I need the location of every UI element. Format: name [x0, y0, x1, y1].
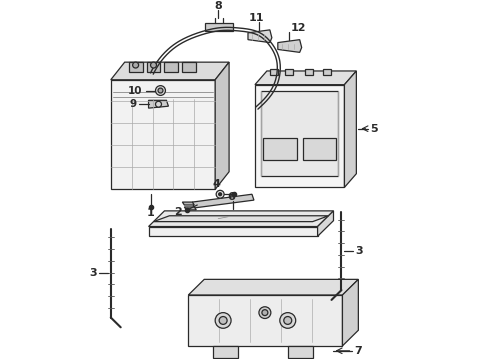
Polygon shape: [148, 226, 318, 236]
Circle shape: [280, 312, 295, 328]
Text: 10: 10: [128, 86, 143, 95]
Text: 6: 6: [227, 192, 235, 202]
Polygon shape: [303, 139, 337, 160]
Circle shape: [219, 193, 221, 196]
Circle shape: [262, 310, 268, 316]
Circle shape: [284, 316, 292, 324]
Text: 1: 1: [147, 208, 154, 218]
Circle shape: [219, 316, 227, 324]
Polygon shape: [305, 69, 313, 75]
Circle shape: [155, 101, 162, 107]
Polygon shape: [288, 346, 313, 357]
Polygon shape: [184, 207, 196, 210]
Polygon shape: [318, 211, 334, 236]
Polygon shape: [111, 80, 215, 189]
Polygon shape: [344, 71, 356, 188]
Circle shape: [215, 312, 231, 328]
Polygon shape: [215, 62, 229, 189]
Polygon shape: [278, 40, 302, 52]
Circle shape: [150, 62, 156, 68]
Polygon shape: [182, 202, 195, 205]
Text: 9: 9: [129, 99, 137, 109]
Polygon shape: [255, 85, 344, 188]
Polygon shape: [182, 62, 196, 72]
Polygon shape: [148, 100, 169, 108]
Polygon shape: [111, 62, 229, 80]
Polygon shape: [186, 212, 198, 215]
Polygon shape: [285, 69, 293, 75]
Polygon shape: [270, 69, 278, 75]
Polygon shape: [148, 211, 334, 226]
Polygon shape: [205, 23, 233, 31]
Polygon shape: [147, 62, 161, 72]
Text: 3: 3: [89, 269, 97, 279]
Polygon shape: [192, 194, 254, 208]
Polygon shape: [153, 216, 328, 222]
Polygon shape: [322, 69, 331, 75]
Polygon shape: [248, 30, 272, 42]
Text: 12: 12: [291, 23, 306, 33]
Text: 5: 5: [370, 124, 378, 134]
Polygon shape: [255, 71, 356, 85]
Circle shape: [155, 86, 166, 95]
Polygon shape: [165, 62, 178, 72]
Polygon shape: [188, 295, 343, 346]
Text: 3: 3: [355, 246, 363, 256]
Text: 4: 4: [212, 179, 220, 189]
Polygon shape: [263, 139, 297, 160]
Circle shape: [259, 307, 271, 319]
Text: 7: 7: [354, 346, 362, 356]
Polygon shape: [188, 279, 358, 295]
Polygon shape: [213, 346, 238, 357]
Polygon shape: [261, 90, 339, 176]
Text: 2: 2: [174, 207, 182, 217]
Circle shape: [216, 190, 224, 198]
Circle shape: [158, 88, 163, 93]
Text: 8: 8: [214, 1, 222, 12]
Circle shape: [133, 62, 139, 68]
Polygon shape: [343, 279, 358, 346]
Polygon shape: [129, 62, 143, 72]
Text: 11: 11: [248, 13, 264, 23]
